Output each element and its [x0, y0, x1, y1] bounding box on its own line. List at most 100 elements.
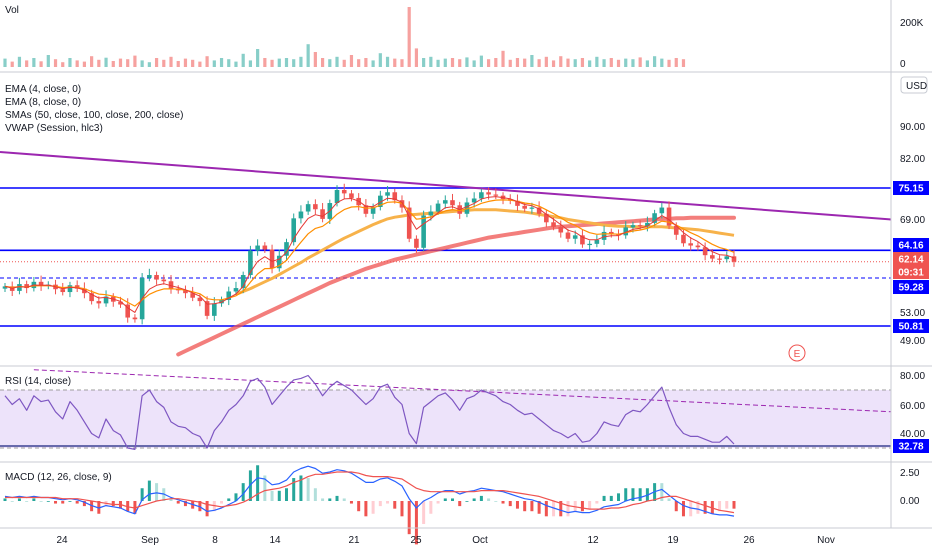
volume-bar[interactable]: [609, 58, 613, 67]
volume-bar[interactable]: [616, 59, 621, 67]
candle-body[interactable]: [284, 242, 289, 256]
macd-histogram-bar[interactable]: [465, 501, 469, 502]
volume-bar[interactable]: [147, 62, 151, 67]
candle-body[interactable]: [392, 192, 398, 201]
candle-body[interactable]: [82, 288, 87, 294]
macd-histogram-bar[interactable]: [718, 501, 722, 512]
macd-histogram-bar[interactable]: [3, 498, 7, 501]
candle-body[interactable]: [96, 301, 102, 304]
candle-body[interactable]: [731, 256, 737, 262]
candle-body[interactable]: [103, 296, 109, 304]
macd-histogram-bar[interactable]: [479, 495, 483, 501]
candle-body[interactable]: [349, 193, 354, 198]
candle-body[interactable]: [378, 195, 383, 207]
volume-bar[interactable]: [429, 56, 433, 67]
candle-body[interactable]: [269, 249, 275, 269]
volume-bar[interactable]: [198, 61, 202, 67]
macd-histogram-bar[interactable]: [400, 501, 404, 517]
candle-body[interactable]: [479, 192, 484, 199]
volume-bar[interactable]: [436, 59, 440, 67]
volume-bar[interactable]: [530, 55, 534, 67]
macd-histogram-bar[interactable]: [472, 498, 476, 501]
candle-body[interactable]: [219, 299, 224, 304]
candle-body[interactable]: [464, 202, 470, 214]
candle-body[interactable]: [89, 293, 94, 302]
macd-histogram-bar[interactable]: [321, 498, 325, 501]
macd-histogram-bar[interactable]: [458, 501, 462, 507]
volume-bar[interactable]: [443, 58, 447, 67]
candle-body[interactable]: [623, 227, 629, 236]
candle-body[interactable]: [673, 225, 679, 235]
candle-body[interactable]: [38, 281, 44, 286]
macd-histogram-bar[interactable]: [487, 498, 491, 501]
candle-body[interactable]: [536, 207, 542, 214]
macd-histogram-bar[interactable]: [61, 501, 65, 504]
volume-bar[interactable]: [97, 59, 101, 67]
candle-body[interactable]: [341, 189, 347, 194]
volume-bar[interactable]: [414, 48, 419, 67]
macd-histogram-bar[interactable]: [284, 488, 288, 501]
macd-histogram-bar[interactable]: [335, 495, 339, 501]
macd-histogram-bar[interactable]: [198, 501, 202, 512]
candle-body[interactable]: [125, 304, 131, 318]
macd-histogram-bar[interactable]: [220, 501, 224, 504]
volume-bar[interactable]: [176, 61, 180, 67]
macd-histogram-bar[interactable]: [378, 501, 382, 507]
currency-button[interactable]: [900, 76, 928, 94]
candle-body[interactable]: [681, 234, 686, 244]
macd-histogram-bar[interactable]: [725, 501, 729, 509]
volume-bar[interactable]: [573, 59, 577, 67]
candle-body[interactable]: [666, 207, 672, 226]
macd-histogram-bar[interactable]: [82, 501, 86, 507]
volume-bar[interactable]: [270, 59, 274, 67]
macd-histogram-bar[interactable]: [566, 501, 570, 517]
volume-bar[interactable]: [234, 61, 238, 67]
volume-bar[interactable]: [169, 56, 173, 67]
macd-histogram-bar[interactable]: [624, 488, 628, 501]
candle-body[interactable]: [118, 301, 123, 305]
candle-body[interactable]: [17, 284, 22, 291]
candle-body[interactable]: [587, 243, 592, 246]
candle-body[interactable]: [442, 200, 448, 204]
macd-histogram-bar[interactable]: [544, 501, 548, 517]
macd-histogram-bar[interactable]: [638, 488, 642, 501]
macd-histogram-bar[interactable]: [364, 501, 368, 517]
candle-body[interactable]: [702, 247, 708, 256]
macd-histogram-bar[interactable]: [227, 498, 231, 501]
candle-body[interactable]: [370, 206, 376, 214]
macd-histogram-bar[interactable]: [559, 501, 563, 517]
candle-body[interactable]: [385, 192, 390, 196]
indicator-legend-vwap[interactable]: VWAP (Session, hlc3): [5, 123, 103, 134]
candle-body[interactable]: [688, 243, 693, 246]
macd-histogram-bar[interactable]: [111, 501, 115, 507]
volume-bar[interactable]: [595, 56, 599, 67]
candle-body[interactable]: [334, 189, 340, 204]
volume-bar[interactable]: [183, 58, 188, 67]
macd-histogram-bar[interactable]: [429, 501, 433, 514]
macd-pane[interactable]: [3, 465, 736, 545]
candle-body[interactable]: [652, 213, 657, 223]
macd-histogram-bar[interactable]: [703, 501, 707, 514]
rsi-line[interactable]: [4, 374, 735, 450]
candle-body[interactable]: [320, 209, 325, 219]
macd-histogram-bar[interactable]: [292, 478, 296, 501]
macd-histogram-bar[interactable]: [523, 501, 527, 512]
volume-bar[interactable]: [10, 61, 14, 67]
candle-body[interactable]: [724, 256, 730, 260]
candle-body[interactable]: [305, 204, 311, 212]
volume-bar[interactable]: [472, 60, 476, 67]
macd-histogram-bar[interactable]: [25, 501, 29, 502]
macd-histogram-bar[interactable]: [451, 498, 455, 501]
candle-body[interactable]: [298, 211, 304, 219]
macd-histogram-bar[interactable]: [357, 501, 361, 512]
candle-body[interactable]: [558, 226, 564, 233]
candle-body[interactable]: [233, 288, 239, 292]
candle-body[interactable]: [248, 250, 253, 276]
macd-histogram-bar[interactable]: [414, 501, 418, 545]
volume-bar[interactable]: [328, 59, 332, 67]
macd-histogram-bar[interactable]: [436, 501, 440, 504]
volume-bar[interactable]: [602, 59, 606, 67]
volume-bar[interactable]: [342, 59, 346, 67]
macd-histogram-bar[interactable]: [75, 501, 79, 504]
candle-body[interactable]: [645, 222, 650, 227]
